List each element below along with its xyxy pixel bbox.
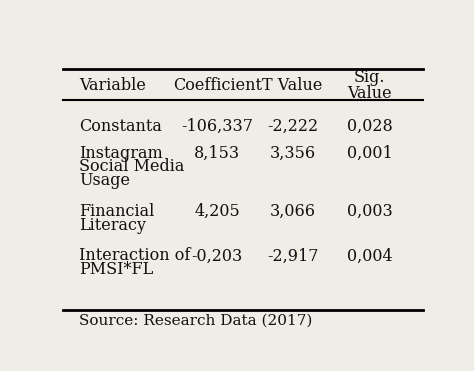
Text: Value: Value (347, 85, 392, 102)
Text: 0,003: 0,003 (347, 203, 392, 220)
Text: Financial: Financial (80, 203, 155, 220)
Text: 0,004: 0,004 (347, 247, 392, 265)
Text: Variable: Variable (80, 76, 146, 93)
Text: -106,337: -106,337 (181, 118, 253, 135)
Text: 3,066: 3,066 (270, 203, 316, 220)
Text: Source: Research Data (2017): Source: Research Data (2017) (80, 314, 313, 328)
Text: 0,001: 0,001 (347, 145, 392, 162)
Text: Instagram: Instagram (80, 145, 163, 162)
Text: Literacy: Literacy (80, 217, 146, 234)
Text: PMSI*FL: PMSI*FL (80, 261, 154, 278)
Text: Social Media: Social Media (80, 158, 185, 175)
Text: Usage: Usage (80, 172, 130, 189)
Text: 0,028: 0,028 (347, 118, 392, 135)
Text: -0,203: -0,203 (191, 247, 243, 265)
Text: 4,205: 4,205 (194, 203, 240, 220)
Text: 8,153: 8,153 (194, 145, 240, 162)
Text: -2,222: -2,222 (267, 118, 318, 135)
Text: -2,917: -2,917 (267, 247, 318, 265)
Text: Sig.: Sig. (354, 69, 385, 86)
Text: 3,356: 3,356 (269, 145, 316, 162)
Text: Coefficient: Coefficient (173, 76, 262, 93)
Text: T Value: T Value (262, 76, 323, 93)
Text: Constanta: Constanta (80, 118, 162, 135)
Text: Interaction of: Interaction of (80, 247, 191, 265)
